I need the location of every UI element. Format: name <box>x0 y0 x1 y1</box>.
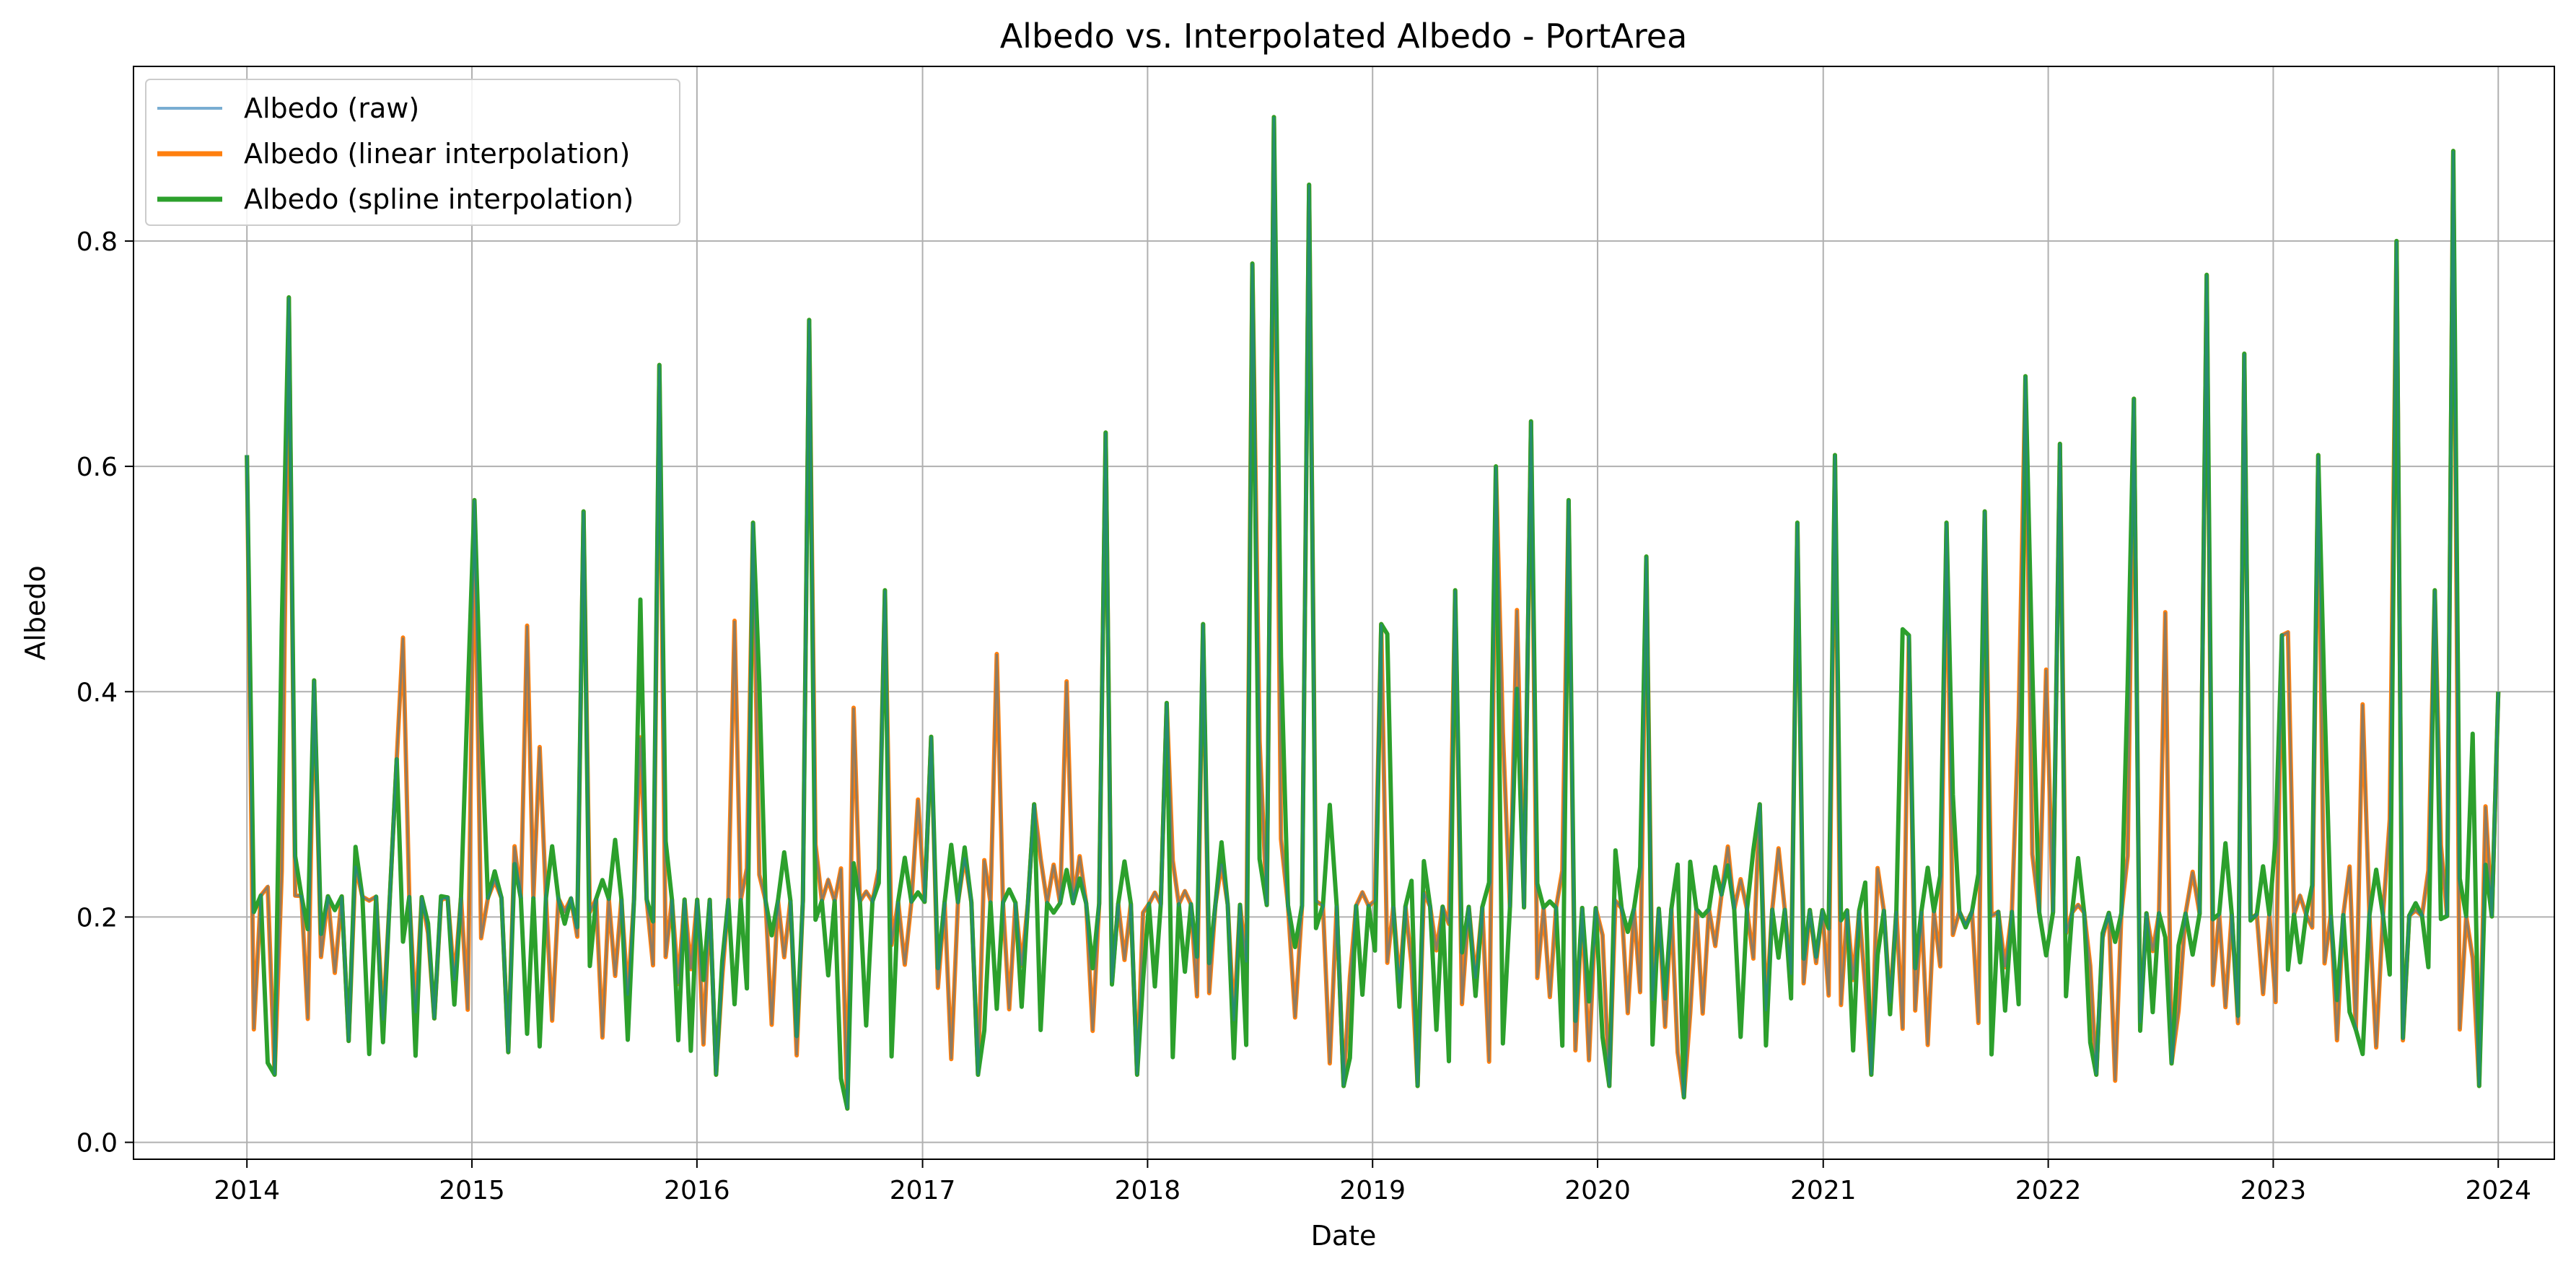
legend-frame <box>145 79 680 226</box>
legend-label: Albedo (linear interpolation) <box>244 138 630 170</box>
x-tick-label: 2014 <box>214 1176 280 1205</box>
x-tick-label: 2017 <box>890 1176 956 1205</box>
x-tick-label: 2018 <box>1115 1176 1181 1205</box>
plot-area-frame <box>133 66 2555 1160</box>
x-tick-label: 2015 <box>439 1176 505 1205</box>
legend: Albedo (raw) Albedo (linear interpolation… <box>145 79 680 226</box>
x-tick-label: 2022 <box>2015 1176 2082 1205</box>
y-tick-label: 0.2 <box>76 903 118 933</box>
axis-ticks: 2014 2015 2016 2017 2018 2019 2020 2021 2022 2023… <box>76 227 2531 1205</box>
x-tick-label: 2021 <box>1790 1176 1857 1205</box>
x-tick-label: 2024 <box>2465 1176 2531 1205</box>
y-tick-label: 0.6 <box>76 453 118 482</box>
x-axis-label: Date <box>1311 1220 1377 1252</box>
chart-title: Albedo vs. Interpolated Albedo - PortAre… <box>1000 17 1688 56</box>
y-tick-label: 0.4 <box>76 678 118 707</box>
legend-label: Albedo (spline interpolation) <box>244 183 634 215</box>
y-axis-label: Albedo <box>19 565 51 660</box>
series-lines <box>245 115 2501 1111</box>
legend-label: Albedo (raw) <box>244 92 419 124</box>
x-tick-label: 2016 <box>664 1176 730 1205</box>
grid-lines <box>133 66 2554 1159</box>
series-raw-line <box>245 117 2500 1109</box>
x-tick-label: 2019 <box>1339 1176 1406 1205</box>
y-tick-label: 0.8 <box>76 227 118 257</box>
x-tick-label: 2020 <box>1564 1176 1631 1205</box>
x-tick-label: 2023 <box>2240 1176 2307 1205</box>
y-tick-label: 0.0 <box>76 1129 118 1159</box>
